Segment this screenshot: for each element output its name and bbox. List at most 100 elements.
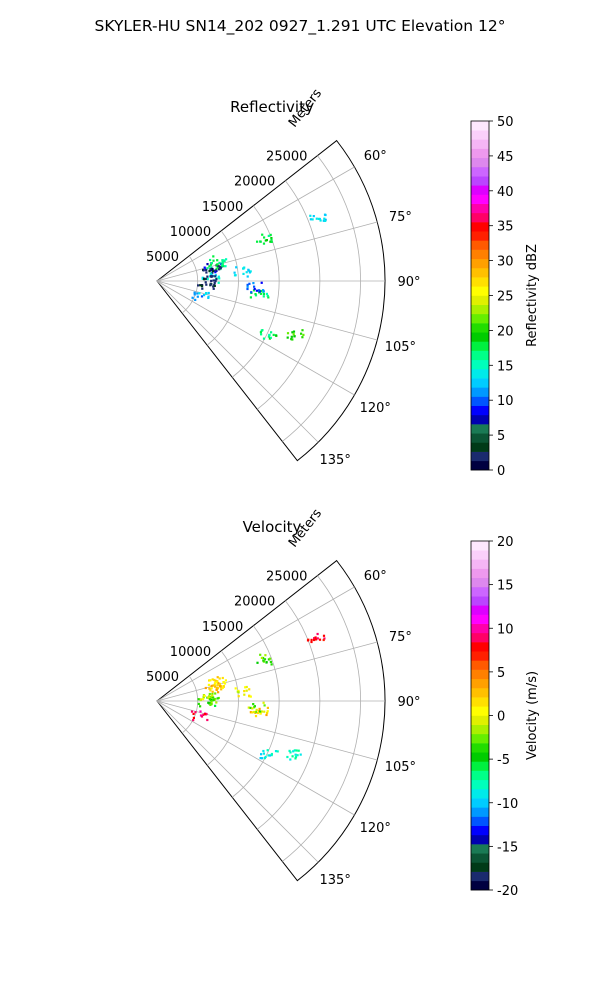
echo-gate bbox=[217, 691, 220, 694]
echo-gate bbox=[216, 683, 219, 687]
echo-gate bbox=[286, 755, 289, 759]
echo-gate bbox=[217, 265, 220, 268]
colorbar-swatch bbox=[471, 706, 489, 716]
range-ring bbox=[206, 650, 239, 766]
echo-gate bbox=[218, 268, 221, 271]
echo-gate bbox=[270, 331, 273, 334]
echo-gate bbox=[293, 749, 296, 752]
echo-gate bbox=[253, 705, 256, 708]
echo-gate bbox=[264, 654, 267, 657]
colorbar-swatch bbox=[471, 825, 489, 836]
echo-gate bbox=[210, 703, 213, 706]
echo-gate bbox=[246, 283, 249, 286]
echo-gate bbox=[215, 701, 218, 704]
echo-gate bbox=[310, 638, 313, 641]
range-tick-label: 5000 bbox=[146, 670, 179, 685]
range-tick-label: 20000 bbox=[234, 175, 275, 190]
echo-gate bbox=[210, 687, 213, 690]
echo-gate bbox=[208, 698, 211, 701]
colorbar-swatch bbox=[471, 176, 489, 186]
range-ring bbox=[181, 675, 199, 734]
echo-gate bbox=[201, 287, 204, 290]
echo-gate bbox=[209, 263, 212, 266]
echo-gate bbox=[266, 706, 269, 709]
echo-gate bbox=[215, 681, 218, 684]
azimuth-gridline bbox=[156, 221, 378, 282]
echo-gate bbox=[211, 690, 214, 693]
echo-gate bbox=[218, 265, 222, 269]
echo-gate bbox=[256, 661, 259, 664]
colorbar-swatch bbox=[471, 871, 489, 882]
echo-gate bbox=[301, 336, 304, 339]
colorbar-tick-label: -15 bbox=[497, 840, 518, 855]
echo-gate bbox=[207, 683, 210, 686]
echo-gate bbox=[214, 275, 217, 278]
range-ring bbox=[257, 180, 321, 410]
echo-gate bbox=[248, 688, 251, 691]
echo-gate bbox=[212, 698, 215, 701]
colorbar-swatch bbox=[471, 286, 489, 296]
echo-gate bbox=[214, 685, 217, 688]
echo-gate bbox=[262, 656, 265, 660]
echo-gate bbox=[243, 690, 246, 693]
echo-gate bbox=[212, 696, 215, 699]
echo-gate bbox=[208, 687, 211, 690]
echo-cluster bbox=[246, 281, 265, 294]
echo-gate bbox=[221, 676, 224, 680]
echo-gate bbox=[222, 265, 225, 268]
echo-gate bbox=[247, 706, 250, 709]
echo-gate bbox=[211, 692, 214, 696]
echo-gate bbox=[259, 289, 263, 293]
azimuth-gridline bbox=[156, 700, 319, 863]
azimuth-gridline bbox=[156, 280, 378, 341]
echo-gate bbox=[209, 679, 212, 682]
echo-gate bbox=[244, 686, 247, 689]
echo-gate bbox=[270, 240, 273, 243]
colorbar-swatch bbox=[471, 350, 489, 361]
echo-gate bbox=[211, 267, 214, 270]
echo-gate bbox=[220, 688, 223, 691]
colorbar-swatch bbox=[471, 816, 489, 827]
echo-gate bbox=[316, 632, 319, 636]
echo-gate bbox=[210, 279, 213, 282]
echo-gate bbox=[233, 271, 236, 274]
range-ring bbox=[282, 155, 361, 442]
azimuth-tick-label: 90° bbox=[397, 695, 420, 710]
azimuth-gridline bbox=[156, 280, 355, 396]
echo-gate bbox=[253, 285, 256, 288]
echo-gate bbox=[289, 751, 292, 754]
colorbar-tick-label: 20 bbox=[497, 324, 514, 339]
colorbar-swatch bbox=[471, 596, 489, 606]
echo-gate bbox=[209, 703, 212, 706]
colorbar-swatch bbox=[471, 249, 489, 260]
echo-gate bbox=[296, 754, 299, 757]
echo-gate bbox=[204, 277, 207, 280]
colorbar-tick-label: 10 bbox=[497, 622, 514, 637]
echo-gate bbox=[291, 755, 294, 758]
echo-gate bbox=[219, 267, 222, 270]
echo-gate bbox=[324, 213, 327, 217]
echo-gate bbox=[223, 260, 226, 263]
echo-gate bbox=[262, 289, 265, 292]
echo-gate bbox=[208, 692, 211, 696]
echo-cluster bbox=[259, 329, 278, 340]
colorbar-swatch bbox=[471, 313, 489, 324]
echo-gate bbox=[300, 332, 303, 335]
azimuth-tick-label: 120° bbox=[360, 401, 391, 416]
echo-gate bbox=[269, 657, 272, 660]
echo-gate bbox=[297, 749, 300, 752]
echo-gate bbox=[252, 703, 255, 706]
echo-gate bbox=[291, 331, 294, 334]
colorbar-swatch bbox=[471, 121, 489, 131]
echo-gate bbox=[209, 283, 212, 286]
colorbar-swatch bbox=[471, 660, 489, 670]
colorbar-swatch bbox=[471, 240, 489, 250]
colorbar-swatch bbox=[471, 880, 489, 891]
colorbar-swatch bbox=[471, 460, 489, 471]
echo-gate bbox=[318, 638, 322, 641]
colorbar-tick-label: 5 bbox=[497, 666, 505, 681]
echo-gate bbox=[255, 710, 258, 713]
echo-gate bbox=[205, 292, 208, 295]
range-tick-label: 10000 bbox=[170, 225, 211, 240]
echo-gate bbox=[254, 715, 258, 718]
